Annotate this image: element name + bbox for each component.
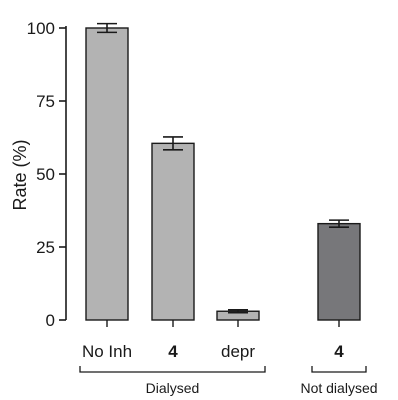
group-brackets: Dialysed Not dialysed xyxy=(79,366,378,396)
bar xyxy=(85,27,129,321)
y-tick-label: 25 xyxy=(36,238,55,257)
group-label: Dialysed xyxy=(146,380,200,396)
y-tick-label: 0 xyxy=(46,311,55,330)
error-bar xyxy=(228,308,248,314)
bars xyxy=(85,22,361,321)
bracket-line xyxy=(79,366,266,373)
axes: 0 25 50 75 100 xyxy=(27,19,340,330)
error-bar xyxy=(329,219,349,228)
group-bracket: Not dialysed xyxy=(300,366,378,396)
y-tick-label: 100 xyxy=(27,19,55,38)
bracket-line xyxy=(311,366,367,373)
category-label: depr xyxy=(221,342,255,361)
group-label: Not dialysed xyxy=(300,380,377,396)
error-bar xyxy=(97,22,117,34)
category-label: 4 xyxy=(334,342,344,361)
error-bar xyxy=(163,136,183,151)
y-axis-title: Rate (%) xyxy=(10,139,30,210)
category-label: 4 xyxy=(168,342,178,361)
bar xyxy=(151,142,195,321)
category-labels: No Inh 4 depr 4 xyxy=(82,342,344,361)
category-label: No Inh xyxy=(82,342,132,361)
y-tick-label: 75 xyxy=(36,92,55,111)
group-bracket: Dialysed xyxy=(79,366,266,396)
y-tick-label: 50 xyxy=(36,165,55,184)
bar xyxy=(317,222,361,321)
